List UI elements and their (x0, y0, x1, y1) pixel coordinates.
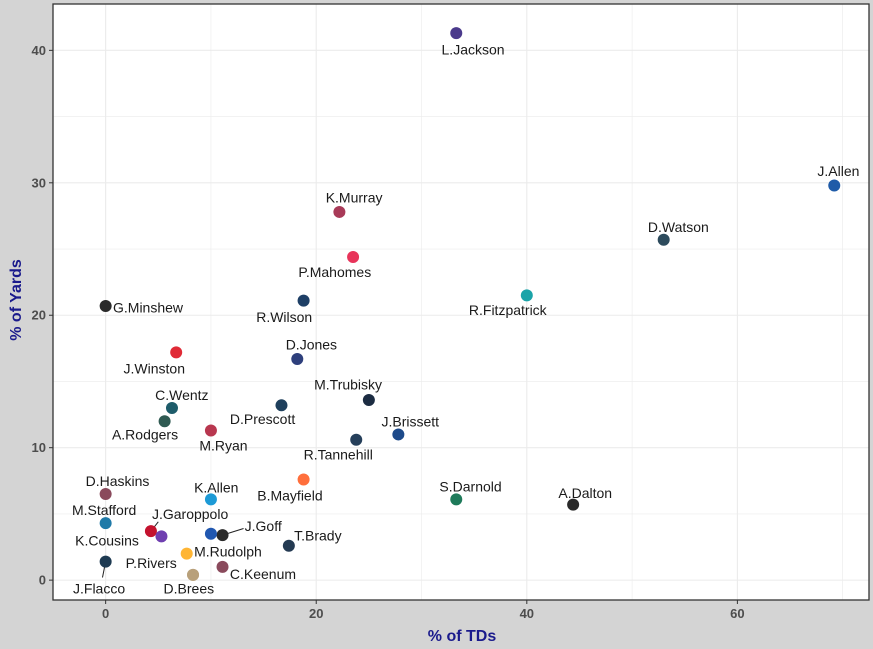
point-label: D.Haskins (86, 473, 150, 489)
data-point (170, 346, 183, 359)
point-label: D.Watson (648, 219, 709, 235)
data-point (657, 233, 670, 246)
data-point (204, 424, 217, 437)
data-point (99, 555, 112, 568)
point-label: D.Prescott (230, 411, 295, 427)
data-point (450, 493, 463, 506)
point-label: P.Mahomes (298, 264, 371, 280)
data-point (520, 289, 533, 302)
point-label: C.Wentz (155, 387, 208, 403)
data-point (180, 547, 193, 560)
data-points (99, 27, 841, 581)
y-tick-label: 0 (39, 573, 46, 588)
data-point (216, 560, 229, 573)
point-label: S.Darnold (439, 478, 501, 494)
data-point (158, 415, 171, 428)
point-label: P.Rivers (126, 555, 177, 571)
data-point (275, 399, 288, 412)
point-label: R.Fitzpatrick (469, 302, 548, 318)
axis-ticks: 0 20 40 60 0 10 20 30 40 (32, 43, 745, 621)
grid-lines (53, 4, 869, 600)
data-point (216, 529, 229, 542)
x-tick-label: 40 (520, 606, 534, 621)
data-point (297, 294, 310, 307)
plot-border (52, 3, 870, 601)
point-label: J.Winston (124, 361, 185, 377)
data-point (99, 517, 112, 530)
data-point (282, 539, 295, 552)
point-label: A.Dalton (558, 485, 612, 501)
data-point (99, 299, 112, 312)
point-label: R.Wilson (256, 309, 312, 325)
data-point (828, 179, 841, 192)
point-label: T.Brady (294, 527, 341, 543)
point-label: M.Trubisky (314, 376, 382, 392)
point-label: K.Murray (326, 190, 383, 206)
point-label: J.Goff (245, 518, 282, 534)
point-label: G.Minshew (113, 300, 184, 316)
point-label: C.Keenum (230, 566, 296, 582)
y-axis-title: % of Yards (8, 259, 25, 341)
point-label: B.Mayfield (257, 488, 322, 504)
point-label: D.Brees (164, 580, 215, 596)
data-point (347, 250, 360, 263)
point-label: M.Ryan (199, 437, 247, 453)
point-label: R.Tannehill (304, 447, 373, 463)
data-point (291, 352, 304, 365)
point-label: J.Allen (817, 163, 859, 179)
point-label: J.Flacco (73, 580, 125, 596)
point-label: K.Allen (194, 480, 238, 496)
data-point (350, 433, 363, 446)
point-label: D.Jones (286, 337, 337, 353)
data-point (155, 530, 168, 543)
point-label: L.Jackson (442, 41, 505, 57)
point-label: K.Cousins (75, 533, 139, 549)
point-label: M.Stafford (72, 502, 136, 518)
y-tick-label: 10 (32, 440, 46, 455)
x-tick-label: 20 (309, 606, 323, 621)
data-point (392, 428, 405, 441)
y-tick-label: 20 (32, 308, 46, 323)
data-point (567, 498, 580, 511)
data-point (333, 205, 346, 218)
data-point (362, 394, 375, 407)
data-point (144, 525, 157, 538)
x-axis-title: % of TDs (428, 628, 497, 645)
y-tick-label: 30 (32, 175, 46, 190)
x-tick-label: 60 (730, 606, 744, 621)
data-point (204, 527, 217, 540)
data-point (165, 401, 178, 414)
point-labels: L.Jackson J.Allen D.Watson K.Murray P.Mahome… (72, 41, 859, 596)
point-label: J.Garoppolo (152, 506, 228, 522)
point-label: J.Brissett (382, 413, 440, 429)
data-point (450, 27, 463, 40)
data-point (187, 568, 200, 581)
y-tick-label: 40 (32, 43, 46, 58)
data-point (297, 473, 310, 486)
data-point (204, 493, 217, 506)
point-label: M.Rudolph (194, 543, 262, 559)
data-point (99, 488, 112, 501)
point-label: A.Rodgers (112, 427, 178, 443)
x-tick-label: 0 (102, 606, 109, 621)
